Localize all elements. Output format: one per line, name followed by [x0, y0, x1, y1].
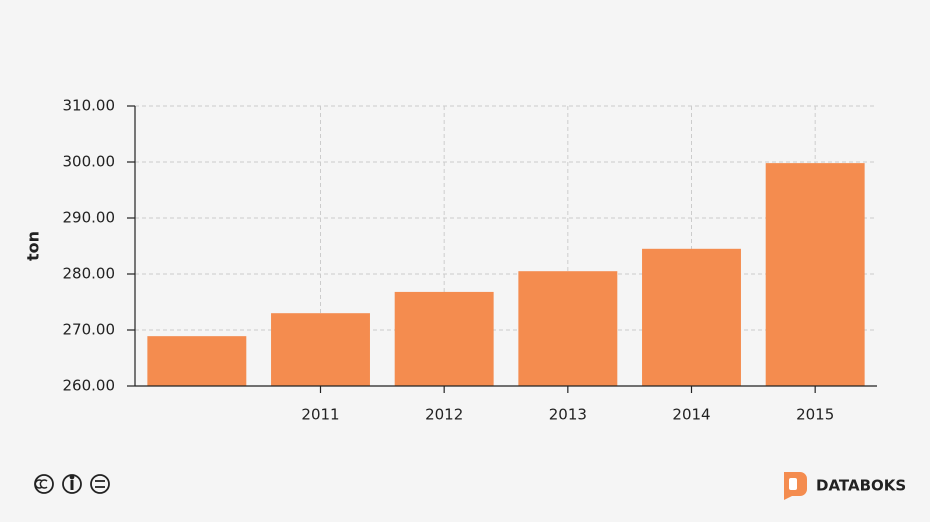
license-icons [34, 474, 110, 494]
bar [518, 271, 618, 386]
bar [394, 291, 494, 386]
bar [147, 336, 247, 386]
brand-name: DATABOKS [816, 477, 906, 495]
y-tick-label: 310.00 [63, 97, 116, 115]
x-tick-label: 2011 [301, 406, 339, 424]
y-axis-label: ton [24, 231, 43, 261]
y-tick-label: 280.00 [63, 265, 116, 283]
y-tick-label: 260.00 [63, 377, 116, 395]
bar [642, 248, 741, 386]
x-tick-label: 2013 [549, 406, 587, 424]
brand-logo [784, 472, 807, 500]
y-tick-label: 300.00 [63, 153, 116, 171]
x-tick-label: 2015 [796, 406, 834, 424]
y-tick-label: 270.00 [63, 321, 116, 339]
bar [271, 313, 370, 386]
x-tick-label: 2014 [672, 406, 710, 424]
bar [765, 163, 865, 386]
y-tick-label: 290.00 [63, 209, 116, 227]
x-tick-label: 2012 [425, 406, 463, 424]
